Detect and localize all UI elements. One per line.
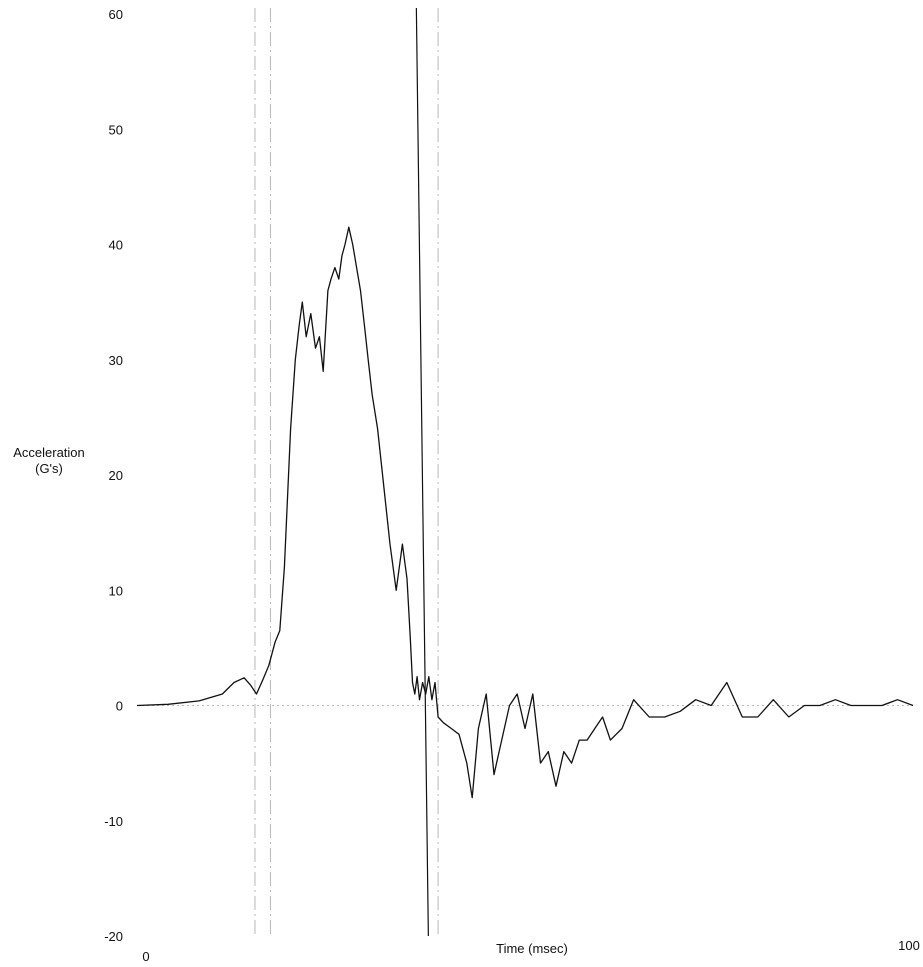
y-tick-label: 20	[109, 468, 123, 483]
series-group	[136, 226, 914, 799]
reference-lines	[137, 7, 913, 937]
y-axis-label-line2: (G's)	[35, 461, 63, 476]
y-tick-label: 40	[109, 238, 123, 253]
x-axis-label: Time (msec)	[496, 941, 568, 956]
y-tick-label: 50	[109, 122, 123, 137]
x-tick-label: 0	[142, 949, 149, 964]
reference-line-vertical	[415, 7, 429, 937]
y-tick-label: 0	[116, 699, 123, 714]
y-tick-labels: 60 50 40 30 20 10 0 -10 -20	[104, 7, 123, 944]
y-axis-label-line1: Acceleration	[13, 445, 85, 460]
y-tick-label: -10	[104, 814, 123, 829]
y-tick-label: 60	[109, 7, 123, 22]
x-tick-labels: 0 100	[142, 938, 919, 964]
series-line-acceleration	[136, 226, 914, 799]
y-tick-label: 10	[109, 583, 123, 598]
y-tick-label: 30	[109, 353, 123, 368]
y-tick-label: -20	[104, 929, 123, 944]
x-tick-label: 100	[898, 938, 920, 953]
